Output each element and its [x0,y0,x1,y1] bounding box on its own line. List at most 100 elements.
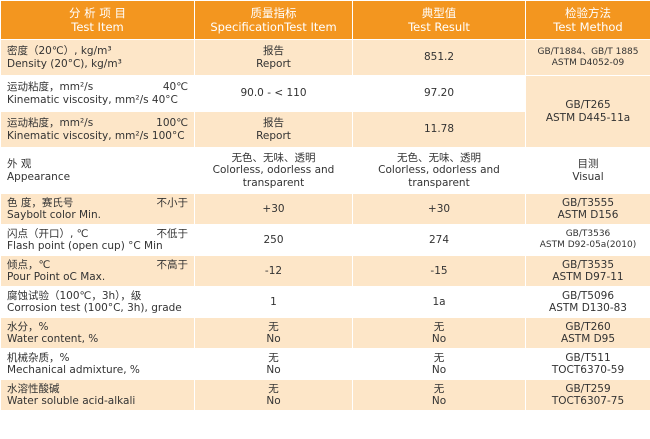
table-row-density: 密度（20℃）, kg/m³ Density (20°C), kg/m³ 报告 … [0,39,650,76]
spec-line-1: 无 [268,382,279,395]
spec-line-3: transparent [242,176,305,189]
result-line-1: 无色、无味、透明 [397,151,481,164]
cell-test-method: GB/T1884、GB/T 1885 ASTM D4052-09 [525,39,650,76]
cell-test-item: 闪点（开口）, ℃ 不低于 Flash point (open cup) °C … [0,224,195,256]
header-test-method-cn: 检验方法 [565,6,611,20]
table-row-flash-point: 闪点（开口）, ℃ 不低于 Flash point (open cup) °C … [0,224,650,256]
method-line-1: GB/T3555 [561,196,614,209]
table-row-saybolt-color: 色 度，赛氏号 不小于 Saybolt color Min. +30 +30 G… [0,193,650,225]
cell-test-result: 274 [352,224,526,256]
item-cn-condition: 40℃ [162,81,188,93]
cell-specification: +30 [194,193,353,225]
spec-line-2: Report [256,57,291,70]
cell-test-item: 倾点，℃ 不高于 Pour Point oC Max. [0,255,195,287]
item-en-label: Water content, % [7,333,99,345]
item-cn-label: 色 度，赛氏号 [7,196,74,209]
cell-test-item: 腐蚀试验（100℃，3h），级 Corrosion test (100°C, 3… [0,286,195,318]
header-test-item-en: Test Item [71,20,124,34]
method-line-1: GB/T265 [565,99,611,111]
item-cn-label: 运动粘度，mm²/s [7,117,94,129]
cell-specification: 无 No [194,379,353,411]
item-cn-label: 倾点，℃ [7,258,51,271]
result-line-1: 851.2 [423,51,455,64]
method-line-2: ASTM D4052-09 [551,57,625,68]
table-row-corrosion: 腐蚀试验（100℃，3h），级 Corrosion test (100°C, 3… [0,286,650,318]
cell-specification: 90.0 - < 110 [194,75,353,112]
cell-test-item: 运动粘度，mm²/s 40℃ Kinematic viscosity, mm²/… [0,75,195,112]
spec-line-1: 报告 [263,117,284,129]
method-line-2: ASTM D97-11 [552,271,624,283]
table-row-appearance: 外 观 Appearance 无色、无味、透明 Colorless, odorl… [0,147,650,194]
method-line-1: GB/T1884、GB/T 1885 [537,46,639,57]
table-row-mechanical-admixture: 机械杂质，% Mechanical admixture, % 无 No 无 No… [0,348,650,380]
item-en-label: Corrosion test (100°C, 3h), grade [7,302,182,314]
spec-line-2: No [266,364,281,376]
cell-test-result: 97.20 [352,75,526,112]
item-cn-condition: 不小于 [156,196,189,209]
cell-test-item: 水分，% Water content, % [0,317,195,349]
spec-line-1: 报告 [263,45,284,57]
header-test-result-en: Test Result [408,20,470,34]
cell-test-method: GB/T3555 ASTM D156 [525,193,650,225]
cell-test-result: 851.2 [352,39,526,76]
result-line-1: -15 [430,264,448,277]
cell-test-item: 色 度，赛氏号 不小于 Saybolt color Min. [0,193,195,225]
method-line-1: GB/T260 [565,320,611,333]
method-line-1: GB/T3535 [561,258,614,271]
result-line-2: No [431,333,447,345]
header-test-method-en: Test Method [553,20,623,34]
spec-line-1: 无色、无味、透明 [231,151,316,164]
header-specification-cn: 质量指标 [250,6,297,20]
method-line-2: ASTM D445-11a [545,111,631,124]
cell-test-method: GB/T5096 ASTM D130-83 [525,286,650,318]
item-en-label: Kinematic viscosity, mm²/s 100°C [7,129,185,142]
item-cn-label: 腐蚀试验（100℃，3h），级 [7,289,142,302]
header-test-item: 分 析 项 目 Test Item [0,0,195,40]
spec-line-1: 无 [268,351,279,364]
cell-test-result: +30 [352,193,526,225]
header-test-method: 检验方法 Test Method [525,0,650,40]
table-row-pour-point: 倾点，℃ 不高于 Pour Point oC Max. -12 -15 GB/T… [0,255,650,287]
cell-test-method: GB/T3536 ASTM D92-05a(2010) [525,224,650,256]
header-row: 分 析 项 目 Test Item 质量指标 SpecificationTest… [0,0,650,40]
item-cn-label: 水分，% [7,320,49,333]
method-line-2: TOCT6307-75 [551,395,625,407]
result-line-2: No [431,364,447,376]
cell-specification: 无色、无味、透明 Colorless, odorless and transpa… [194,147,353,194]
cell-specification: 报告 Report [194,39,353,76]
cell-specification: 无 No [194,317,353,349]
spec-line-1: 无 [268,320,279,333]
header-test-item-cn: 分 析 项 目 [69,6,126,20]
item-en-label: Appearance [7,170,71,183]
specification-table: 分 析 项 目 Test Item 质量指标 SpecificationTest… [0,0,650,411]
item-cn-condition: 100℃ [156,117,188,129]
item-cn-condition: 不高于 [156,258,189,271]
cell-test-result: 无 No [352,379,526,411]
spec-line-2: Colorless, odorless and [212,164,335,177]
method-line-2: TOCT6370-59 [551,364,625,376]
cell-specification: -12 [194,255,353,287]
cell-test-method: GB/T511 TOCT6370-59 [525,348,650,380]
spec-line-2: No [266,395,281,407]
item-cn-label: 外 观 [7,158,32,170]
spec-line-2: No [266,333,281,345]
item-cn-label: 水溶性酸碱 [7,382,60,395]
item-cn-label: 闪点（开口）, ℃ [7,227,89,240]
method-line-1: GB/T511 [565,351,611,364]
spec-line-1: -12 [264,264,283,277]
item-en-label: Saybolt color Min. [7,209,101,221]
method-line-1: GB/T259 [565,382,611,395]
result-line-1: 1a [432,295,446,308]
item-en-label: Density (20°C), kg/m³ [7,57,122,70]
cell-test-method: GB/T260 ASTM D95 [525,317,650,349]
cell-test-method: GB/T265 ASTM D445-11a [525,75,650,148]
header-specification: 质量指标 SpecificationTest Item [194,0,353,40]
table-row-viscosity-100: 运动粘度，mm²/s 100℃ Kinematic viscosity, mm²… [0,111,650,148]
item-en-label: Mechanical admixture, % [7,364,140,376]
cell-test-result: 11.78 [352,111,526,148]
cell-test-method: GB/T3535 ASTM D97-11 [525,255,650,287]
item-en-label: Water soluble acid-alkali [7,395,136,407]
spec-line-1: 1 [270,295,277,308]
cell-test-item: 外 观 Appearance [0,147,195,194]
result-line-1: 无 [433,382,445,395]
